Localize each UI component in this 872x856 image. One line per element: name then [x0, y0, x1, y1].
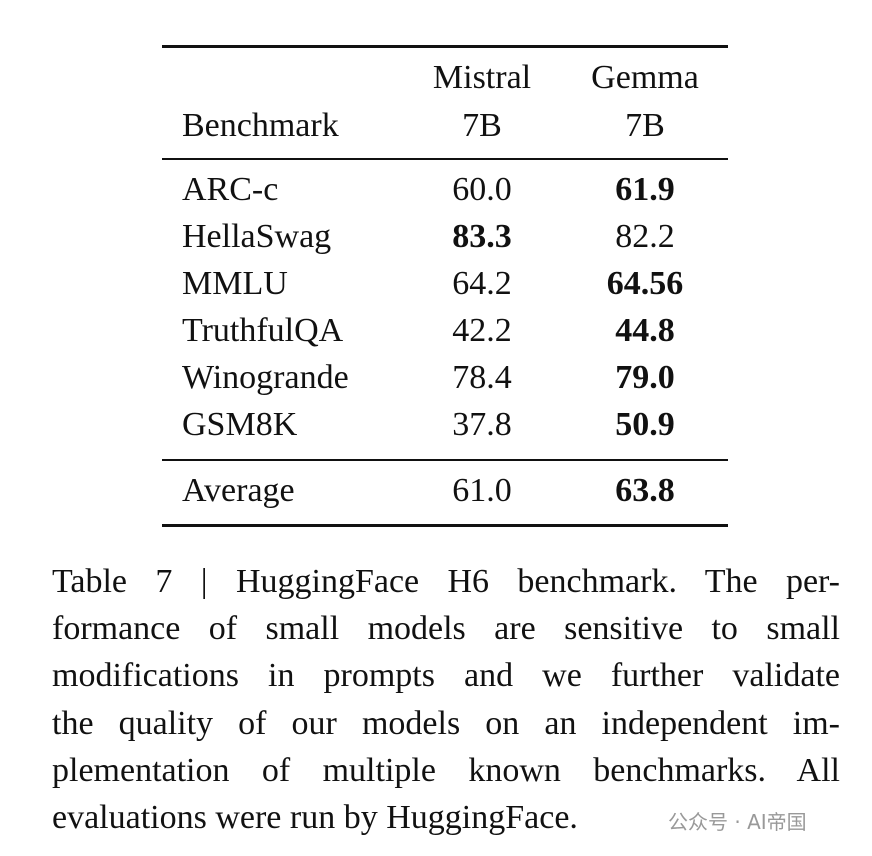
bottom-rule [162, 524, 728, 527]
header-cell: Benchmark [182, 107, 339, 144]
value-cell: 64.2 [452, 265, 512, 302]
header-cell: 7B [625, 107, 665, 144]
value-cell: 37.8 [452, 406, 512, 443]
header-cell: Mistral [432, 59, 532, 96]
value-cell: 42.2 [452, 312, 512, 349]
value-cell: 83.3 [452, 218, 512, 255]
value-cell: 78.4 [452, 359, 512, 396]
header-cell: 7B [462, 107, 502, 144]
value-cell: 50.9 [615, 406, 675, 443]
benchmark-cell: ARC-c [182, 171, 279, 208]
caption-line: the quality of our models on an independ… [52, 704, 840, 742]
benchmark-cell: Winogrande [182, 359, 349, 396]
caption-line: Table 7 | HuggingFace H6 benchmark. The … [52, 563, 840, 600]
benchmark-cell: GSM8K [182, 406, 298, 443]
value-cell: 79.0 [615, 359, 675, 396]
header-cell: Gemma [591, 59, 699, 96]
value-cell: 44.8 [615, 312, 675, 349]
caption-line: modifications in prompts and we further … [52, 657, 840, 695]
value-cell: 82.2 [615, 218, 675, 255]
average-cell: 61.0 [452, 472, 512, 509]
benchmark-cell: TruthfulQA [182, 312, 344, 349]
average-cell: 63.8 [615, 472, 675, 509]
value-cell: 60.0 [452, 171, 512, 208]
caption-line: formance of small models are sensitive t… [52, 610, 840, 648]
header-rule [162, 158, 728, 160]
caption-line: plementation of multiple known benchmark… [52, 751, 840, 789]
value-cell: 61.9 [615, 171, 675, 208]
top-rule [162, 45, 728, 48]
benchmark-cell: HellaSwag [182, 218, 332, 255]
caption-line: evaluations were run by HuggingFace. [52, 799, 578, 836]
benchmark-cell: MMLU [182, 265, 288, 302]
value-cell: 64.56 [606, 265, 684, 302]
watermark: 公众号 · AI帝国 [668, 810, 807, 834]
average-rule [162, 459, 728, 461]
average-label: Average [182, 472, 295, 509]
